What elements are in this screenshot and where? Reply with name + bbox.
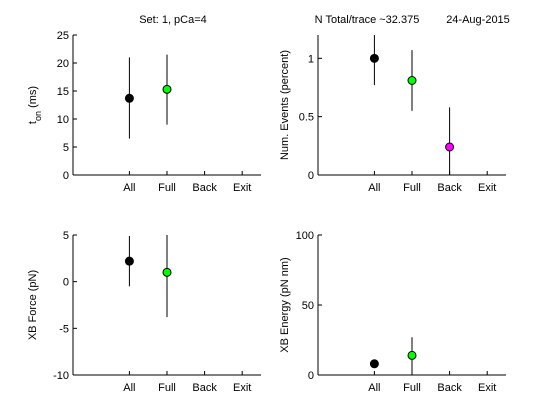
panel-top-right: 0 0.5 1 All Full Back Exit Num. Events (percent… bbox=[279, 35, 506, 194]
figure-title-date: 24-Aug-2015 bbox=[446, 14, 510, 26]
y-tick-label: -5 bbox=[59, 323, 69, 335]
x-tick-label: All bbox=[123, 182, 135, 194]
x-tick-label: All bbox=[123, 382, 135, 394]
panel-bottom-left: -10 -5 0 5 All Full Back Exit XB Force (pN) bbox=[27, 230, 261, 394]
x-tick-label: Back bbox=[192, 382, 217, 394]
panels-group: 0 5 10 15 20 25 All Full Back Exit ton (ms) 0 0.5 1 Al… bbox=[27, 30, 506, 394]
x-tick-label: Back bbox=[437, 182, 462, 194]
y-tick-label: 15 bbox=[57, 86, 69, 98]
y-tick-label: 10 bbox=[57, 114, 69, 126]
y-axis-label-unit: (ms) bbox=[27, 86, 39, 111]
y-axis-label: XB Energy (pN nm) bbox=[279, 257, 291, 352]
y-tick-label: 0 bbox=[308, 170, 314, 182]
data-point-full bbox=[407, 76, 417, 85]
x-tick-label: Back bbox=[437, 382, 462, 394]
panel-bottom-right: 0 50 100 All Full Back Exit XB Energy (pN nm) bbox=[279, 230, 506, 394]
y-tick-label: 50 bbox=[302, 300, 314, 312]
x-tick-label: Full bbox=[158, 382, 176, 394]
data-point-all bbox=[369, 359, 379, 369]
y-tick-label: 5 bbox=[63, 230, 69, 242]
y-axis-label-subscript: on bbox=[33, 111, 43, 121]
y-axis-label: XB Force (pN) bbox=[27, 270, 39, 340]
data-point-full bbox=[162, 84, 172, 94]
y-axis-label: Num. Events (percent) bbox=[279, 50, 291, 160]
data-point-full bbox=[162, 267, 172, 277]
y-tick-label: 5 bbox=[63, 142, 69, 154]
y-tick-label: 0 bbox=[63, 277, 69, 289]
y-tick-label: 1 bbox=[308, 53, 314, 65]
y-tick-label: 0.5 bbox=[299, 112, 314, 124]
x-tick-label: Full bbox=[403, 182, 421, 194]
x-tick-label: Exit bbox=[478, 182, 496, 194]
x-tick-label: Exit bbox=[233, 182, 251, 194]
x-tick-label: Exit bbox=[233, 382, 251, 394]
y-tick-label: 100 bbox=[296, 230, 314, 242]
y-tick-label: 0 bbox=[308, 370, 314, 382]
x-tick-label: Exit bbox=[478, 382, 496, 394]
data-point-all bbox=[124, 256, 134, 266]
y-axis-label: ton (ms) bbox=[27, 86, 43, 124]
data-point-back bbox=[445, 142, 455, 152]
data-point-all bbox=[369, 53, 379, 63]
x-tick-label: Full bbox=[403, 382, 421, 394]
x-tick-label: All bbox=[368, 382, 380, 394]
panel-top-left: 0 5 10 15 20 25 All Full Back Exit ton (ms) bbox=[27, 30, 261, 194]
data-point-all bbox=[124, 93, 134, 103]
y-tick-label: 25 bbox=[57, 30, 69, 42]
data-point-full bbox=[407, 350, 417, 360]
figure-title-left: Set: 1, pCa=4 bbox=[139, 14, 207, 26]
x-tick-label: All bbox=[368, 182, 380, 194]
y-tick-label: 20 bbox=[57, 58, 69, 70]
x-tick-label: Full bbox=[158, 182, 176, 194]
y-axis-label-main: t bbox=[27, 121, 39, 124]
y-tick-label: 0 bbox=[63, 170, 69, 182]
figure-title-middle: N Total/trace ~32.375 bbox=[315, 14, 420, 26]
x-tick-label: Back bbox=[192, 182, 217, 194]
y-tick-label: -10 bbox=[53, 370, 69, 382]
